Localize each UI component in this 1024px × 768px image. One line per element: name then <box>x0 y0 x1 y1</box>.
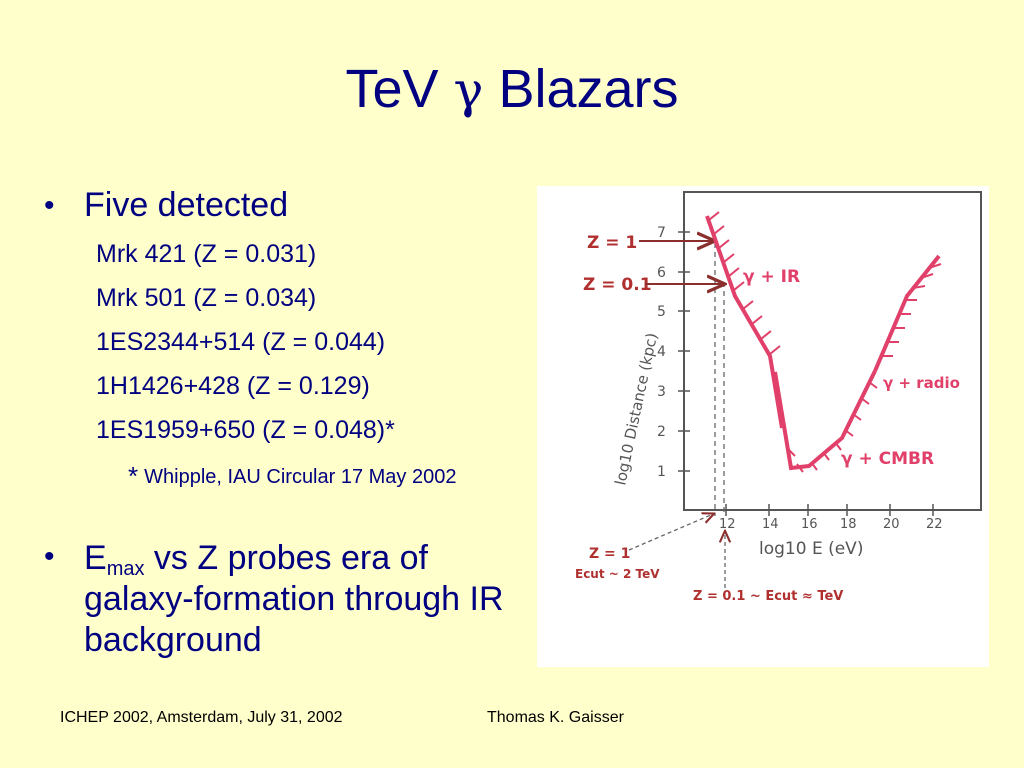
z1-label: Z = 1 <box>587 233 637 253</box>
radio-curve-label: γ + radio <box>883 374 960 392</box>
bullet-dot-2: • <box>44 540 55 573</box>
title-suffix: Blazars <box>483 59 679 119</box>
y-tick-label: 1 <box>657 464 666 480</box>
y-tick-label: 4 <box>657 344 666 360</box>
x-tick-label: 14 <box>762 517 779 532</box>
list-item: Mrk 421 (Z = 0.031) <box>96 240 317 268</box>
ir-curve <box>705 215 784 429</box>
y-tick-label: 7 <box>657 225 666 241</box>
x-tick-label: 12 <box>719 517 736 532</box>
footer-event: ICHEP 2002, Amsterdam, July 31, 2002 <box>60 709 343 726</box>
list-item: 1H1426+428 (Z = 0.129) <box>96 372 370 400</box>
note-z01: Z = 0.1 ~ Ecut ≈ TeV <box>693 589 843 604</box>
x-axis-label: log10 E (eV) <box>759 539 863 559</box>
figure-svg: 1 2 3 4 5 6 7 12 14 16 18 20 22 log10 Di… <box>575 191 982 604</box>
x-tick-label: 16 <box>801 517 818 532</box>
y-tick-marks <box>678 231 690 472</box>
x-tick-marks <box>725 504 934 516</box>
footer-author: Thomas K. Gaisser <box>487 709 624 726</box>
list-item: 1ES2344+514 (Z = 0.044) <box>96 328 386 356</box>
x-tick-label: 22 <box>926 517 943 532</box>
radio-curve <box>873 254 941 372</box>
footnote: * Whipple, IAU Circular 17 May 2002 <box>128 460 508 493</box>
note-z1-label: Z = 1 <box>589 546 630 562</box>
bullet-emax: Emax vs Z probes era of galaxy-formation… <box>84 538 524 661</box>
cmbr-curve <box>773 370 877 471</box>
cmbr-hatching <box>786 381 878 473</box>
note-z1-arrow <box>628 514 713 551</box>
cmbr-curve-label: γ + CMBR <box>841 449 934 469</box>
y-tick-label: 5 <box>657 304 666 320</box>
list-item: 1ES1959+650 (Z = 0.048)* <box>96 416 395 444</box>
radio-hatching <box>881 263 942 357</box>
emax-sub: max <box>106 558 145 580</box>
z01-label: Z = 0.1 <box>583 275 652 295</box>
note-z1-ecut: Ecut ~ 2 TeV <box>575 567 660 581</box>
y-axis-label: log10 Distance (kpc) <box>611 331 661 487</box>
hand-drawn-figure: 1 2 3 4 5 6 7 12 14 16 18 20 22 log10 Di… <box>537 186 989 667</box>
ir-curve-label: γ + IR <box>743 267 800 287</box>
emax-rest: vs Z probes era of galaxy-formation thro… <box>84 539 504 659</box>
x-tick-label: 18 <box>840 517 857 532</box>
bullet-five-detected: Five detected <box>84 186 289 224</box>
footnote-text: Whipple, IAU Circular 17 May 2002 <box>144 466 457 488</box>
x-tick-label: 20 <box>883 517 900 532</box>
bullet-dot-1: • <box>44 189 55 222</box>
list-item: Mrk 501 (Z = 0.034) <box>96 284 317 312</box>
ir-hatching <box>708 211 781 355</box>
y-tick-label: 6 <box>657 265 666 281</box>
y-tick-label: 3 <box>657 384 666 400</box>
slide-title: TeV γ Blazars <box>0 62 1024 116</box>
footnote-star: * <box>128 461 139 491</box>
title-prefix: TeV <box>345 59 454 119</box>
emax-e: E <box>84 539 107 577</box>
title-gamma: γ <box>453 61 484 119</box>
y-tick-label: 2 <box>657 424 666 440</box>
